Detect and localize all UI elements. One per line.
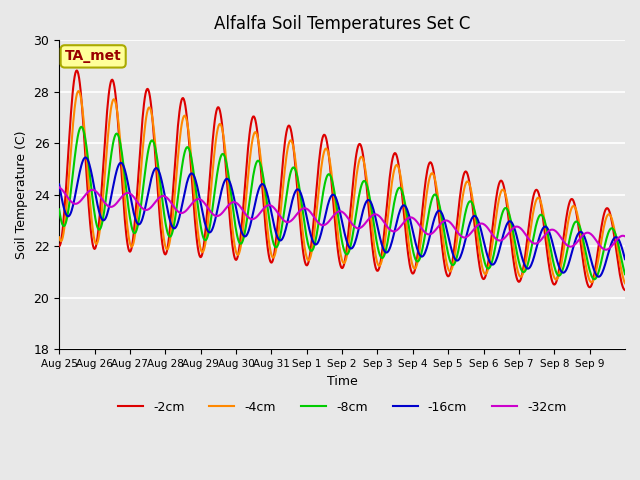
-32cm — [401, 219, 408, 225]
Line: -32cm: -32cm — [59, 187, 625, 250]
-2cm — [276, 196, 284, 202]
-8cm — [621, 271, 629, 277]
-32cm — [122, 191, 129, 196]
-8cm — [227, 185, 234, 191]
-16cm — [227, 180, 234, 186]
Y-axis label: Soil Temperature (C): Soil Temperature (C) — [15, 131, 28, 259]
-4cm — [255, 138, 262, 144]
Line: -4cm: -4cm — [59, 91, 625, 283]
Title: Alfalfa Soil Temperatures Set C: Alfalfa Soil Temperatures Set C — [214, 15, 470, 33]
-2cm — [122, 232, 130, 238]
X-axis label: Time: Time — [326, 374, 358, 387]
-32cm — [55, 184, 63, 190]
-4cm — [401, 209, 409, 215]
-2cm — [73, 68, 81, 73]
-32cm — [621, 233, 629, 239]
-16cm — [595, 274, 602, 279]
-2cm — [227, 222, 234, 228]
-8cm — [590, 276, 598, 282]
-2cm — [433, 193, 441, 199]
Legend: -2cm, -4cm, -8cm, -16cm, -32cm: -2cm, -4cm, -8cm, -16cm, -32cm — [113, 396, 572, 419]
-32cm — [432, 227, 440, 232]
Line: -16cm: -16cm — [59, 157, 625, 276]
-16cm — [122, 173, 130, 179]
-16cm — [276, 238, 284, 243]
-8cm — [55, 206, 63, 212]
-32cm — [226, 201, 234, 207]
-16cm — [255, 188, 262, 193]
-32cm — [254, 213, 262, 219]
-4cm — [276, 218, 284, 224]
-8cm — [255, 158, 262, 164]
-8cm — [433, 193, 441, 199]
-16cm — [401, 203, 409, 209]
-32cm — [275, 212, 283, 217]
-8cm — [77, 124, 85, 130]
-8cm — [276, 236, 284, 241]
-16cm — [55, 181, 63, 187]
-16cm — [433, 210, 441, 216]
-2cm — [621, 287, 629, 293]
-4cm — [433, 187, 441, 192]
-4cm — [227, 203, 234, 209]
-8cm — [122, 187, 130, 192]
Line: -8cm: -8cm — [59, 127, 625, 279]
-8cm — [401, 201, 409, 207]
-2cm — [255, 138, 262, 144]
-16cm — [621, 256, 629, 262]
-32cm — [602, 247, 610, 252]
-4cm — [74, 88, 82, 94]
-4cm — [55, 234, 63, 240]
-16cm — [82, 155, 90, 160]
Line: -2cm: -2cm — [59, 71, 625, 290]
Text: TA_met: TA_met — [65, 49, 122, 63]
-2cm — [401, 224, 409, 229]
-2cm — [55, 243, 63, 249]
-4cm — [621, 280, 629, 286]
-4cm — [122, 213, 130, 219]
